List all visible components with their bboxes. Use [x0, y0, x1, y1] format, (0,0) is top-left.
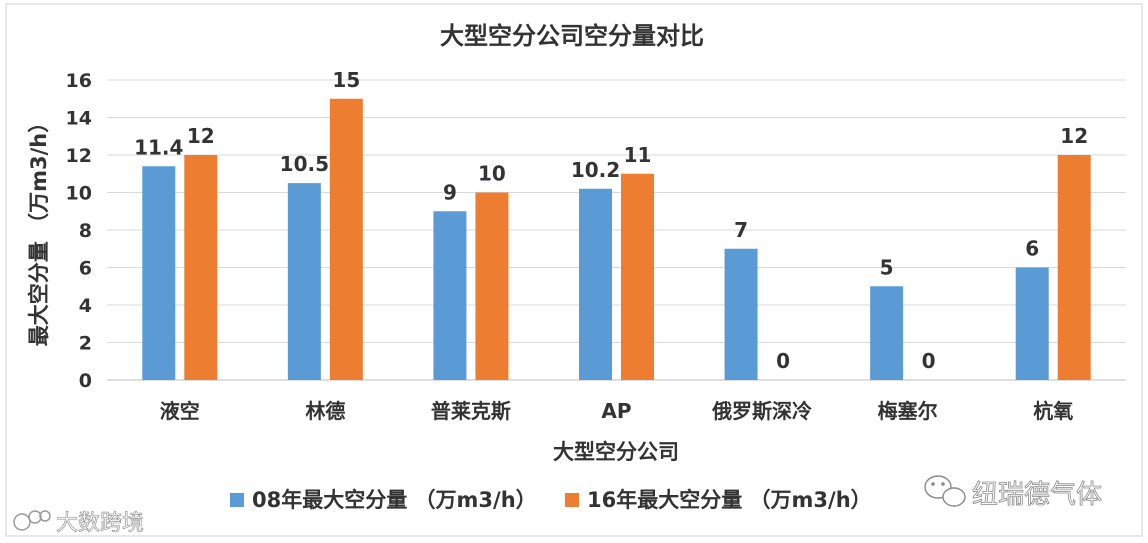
- x-axis-ticks: 液空 林德 普莱克斯 AP 俄罗斯深冷 梅塞尔 杭氧: [160, 399, 1073, 423]
- data-label: 11: [624, 143, 652, 167]
- gridlines: [107, 79, 1126, 381]
- x-axis-title: 大型空分公司: [553, 440, 679, 464]
- y-tick-label: 4: [79, 295, 92, 317]
- chart-frame: [5, 3, 1143, 537]
- data-label: 10.2: [571, 158, 620, 182]
- x-tick-label: 普莱克斯: [431, 399, 511, 423]
- x-tick-label: 林德: [305, 399, 345, 423]
- bar: [621, 173, 654, 380]
- bar: [142, 166, 176, 380]
- y-tick-label: 12: [66, 145, 92, 167]
- y-tick-label: 16: [66, 70, 92, 92]
- y-tick-label: 8: [79, 220, 92, 242]
- bar: [579, 188, 612, 380]
- logo-icon: [13, 510, 51, 531]
- chart-title: 大型空分公司空分量对比: [440, 22, 704, 50]
- legend-label: 16年最大空分量 （万m3/h）: [587, 488, 872, 512]
- bar: [329, 98, 363, 380]
- data-label: 12: [187, 124, 215, 148]
- bar: [724, 248, 758, 380]
- bar: [433, 211, 467, 380]
- data-label: 6: [1025, 237, 1039, 261]
- data-label: 7: [734, 218, 748, 242]
- data-label: 11.4: [134, 135, 183, 159]
- watermark-left-text: 大数跨境: [56, 511, 144, 536]
- legend: 08年最大空分量 （万m3/h） 16年最大空分量 （万m3/h）: [230, 488, 872, 512]
- data-label: 5: [880, 255, 894, 279]
- y-tick-label: 2: [79, 333, 92, 355]
- y-tick-label: 14: [66, 108, 92, 130]
- data-label: 9: [443, 180, 457, 204]
- x-tick-label: 俄罗斯深冷: [711, 399, 812, 423]
- y-axis-ticks: 0 2 4 6 8 10 12 14 16: [66, 70, 92, 392]
- data-label: 0: [776, 349, 790, 373]
- bar: [184, 155, 218, 380]
- bar: [475, 192, 509, 380]
- data-label: 0: [922, 349, 936, 373]
- y-axis-title: 最大空分量 （万m3/h）: [27, 112, 51, 346]
- bar: [287, 183, 321, 380]
- x-tick-label: 杭氧: [1033, 399, 1073, 423]
- x-tick-label: AP: [601, 399, 631, 423]
- y-tick-label: 0: [79, 370, 92, 392]
- legend-swatch: [565, 493, 579, 507]
- data-label: 10: [478, 162, 506, 186]
- data-label: 15: [332, 68, 360, 92]
- watermark-right: 纽瑞德气体: [924, 475, 1102, 510]
- y-tick-label: 6: [79, 258, 92, 280]
- data-label: 10.5: [280, 152, 329, 176]
- wechat-icon: [924, 475, 966, 507]
- y-tick-label: 10: [66, 183, 92, 205]
- bar: [870, 286, 904, 380]
- bar: [1015, 267, 1049, 380]
- bars: [142, 98, 1091, 380]
- data-label: 12: [1060, 124, 1088, 148]
- watermark-left: 大数跨境: [13, 510, 144, 536]
- x-tick-label: 梅塞尔: [878, 399, 938, 423]
- legend-swatch: [230, 493, 244, 507]
- x-tick-label: 液空: [160, 399, 200, 423]
- watermark-right-text: 纽瑞德气体: [972, 480, 1102, 510]
- legend-label: 08年最大空分量 （万m3/h）: [252, 488, 537, 512]
- bar: [1057, 155, 1091, 380]
